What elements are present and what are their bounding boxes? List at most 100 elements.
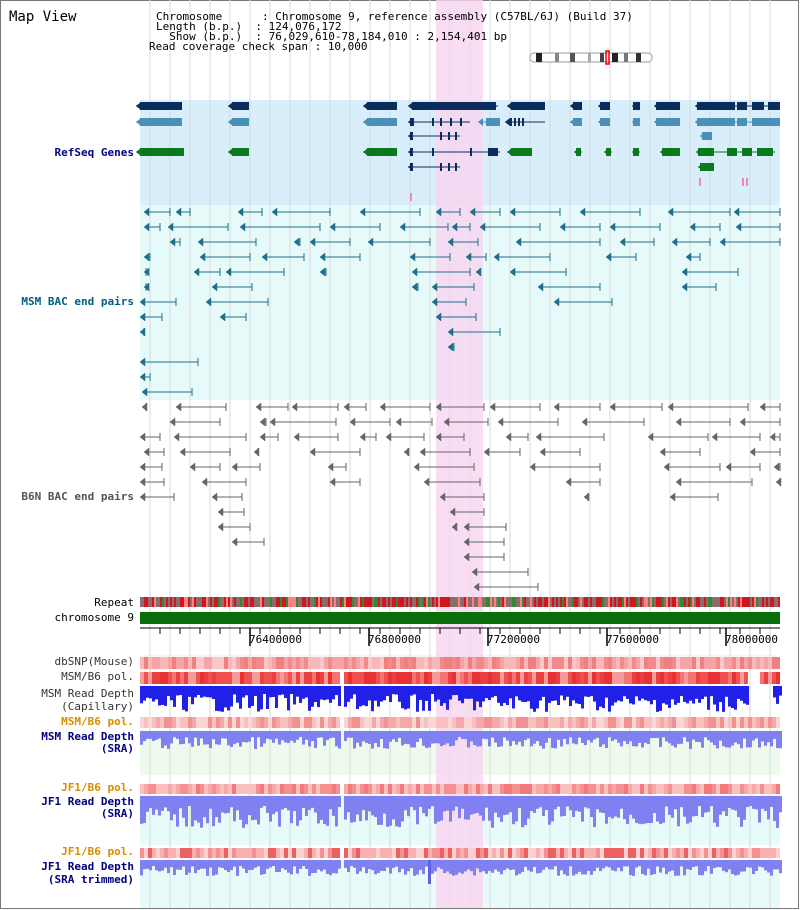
heat-cell [516, 717, 520, 728]
depth-bar [317, 686, 320, 708]
heat-cell [620, 784, 624, 794]
bac-end-left [271, 207, 278, 217]
track-label-refseq[interactable]: RefSeq Genes [54, 146, 134, 159]
bac-end-left [291, 402, 298, 412]
repeat-block [502, 597, 504, 607]
track-label-msm-read-depth[interactable]: MSM Read Depth [41, 687, 134, 700]
repeat-block [690, 597, 692, 607]
track-label-chromosome[interactable]: chromosome 9 [54, 611, 134, 624]
repeat-block [562, 597, 564, 607]
depth-bar [503, 860, 506, 871]
heat-cell [692, 784, 696, 794]
heat-cell [268, 717, 272, 728]
depth-bar [773, 731, 776, 739]
repeat-block [682, 597, 684, 607]
repeat-block [590, 597, 592, 607]
length-label: Length (b.p.) : [156, 20, 269, 33]
repeat-block [334, 597, 336, 607]
track-label-jf1-read-depth-trim[interactable]: JF1 Read Depth [41, 860, 134, 873]
depth-bar [626, 686, 629, 699]
depth-bar [476, 731, 479, 747]
repeat-block [660, 597, 662, 607]
track-label-msm-b6-pol-2[interactable]: MSM/B6 pol. [61, 715, 134, 728]
heat-cell [180, 717, 184, 728]
heat-cell [452, 784, 456, 794]
depth-bar [290, 731, 293, 741]
depth-bar [203, 796, 206, 818]
depth-bar [242, 686, 245, 698]
depth-bar [677, 860, 680, 876]
depth-bar [542, 796, 545, 816]
heat-cell [592, 672, 596, 684]
track-label-msm-read-depth-sra[interactable]: MSM Read Depth [41, 730, 134, 743]
depth-bar [611, 796, 614, 819]
bac-end-left [423, 477, 430, 487]
bac-end-left [411, 267, 418, 277]
depth-bar [734, 686, 737, 710]
depth-bar [587, 731, 590, 741]
repeat-block [264, 597, 266, 607]
heat-cell [592, 784, 596, 794]
repeat-block [376, 597, 378, 607]
heat-cell [228, 717, 232, 728]
depth-bar [557, 731, 560, 740]
heat-cell [700, 657, 704, 669]
track-label-msm-b6-pol[interactable]: MSM/B6 pol. [61, 670, 134, 683]
track-label-jf1-read-depth[interactable]: JF1 Read Depth [41, 795, 134, 808]
depth-bar [446, 796, 449, 811]
depth-bar [473, 686, 476, 711]
heat-cell [248, 784, 252, 794]
gene-exon [367, 118, 397, 126]
depth-bar [176, 860, 179, 870]
bac-end-left [199, 252, 206, 262]
chromosome-value: Chromosome 9, reference assembly (C57BL/… [275, 10, 633, 23]
heat-cell [644, 784, 648, 794]
track-label-jf1-b6-pol[interactable]: JF1/B6 pol. [61, 781, 134, 794]
repeat-block [450, 597, 452, 607]
track-label-jf1-b6-pol-2[interactable]: JF1/B6 pol. [61, 845, 134, 858]
heat-cell [456, 717, 460, 728]
depth-bar [281, 860, 284, 869]
depth-bar [347, 796, 350, 813]
depth-bar [287, 796, 290, 811]
repeat-block [708, 597, 710, 607]
heat-cell [180, 784, 184, 794]
depth-bar [584, 860, 587, 875]
depth-bar [353, 860, 356, 868]
bac-end-left [395, 417, 402, 427]
heat-cell [288, 657, 292, 669]
heat-cell [504, 672, 508, 684]
heat-cell [776, 672, 780, 684]
heat-cell [292, 717, 296, 728]
heat-cell [768, 717, 772, 728]
depth-bar [230, 860, 233, 871]
track-label-repeat[interactable]: Repeat [94, 596, 134, 609]
depth-bar [617, 686, 620, 701]
repeat-block [642, 597, 644, 607]
depth-bar [677, 796, 680, 827]
track-label-msm-bac[interactable]: MSM BAC end pairs [21, 295, 134, 308]
length-info: Length (b.p.) : 124,076,172 [156, 20, 341, 33]
heat-cell [268, 848, 272, 858]
repeat-block [514, 597, 516, 607]
heat-cell [568, 717, 572, 728]
depth-bar [722, 796, 725, 812]
heat-cell [568, 784, 572, 794]
depth-bar [596, 731, 599, 738]
depth-bar [425, 731, 428, 748]
track-label-dbsnp[interactable]: dbSNP(Mouse) [54, 655, 134, 668]
heat-cell [192, 717, 196, 728]
heat-cell [588, 784, 592, 794]
bac-end-left [463, 522, 470, 532]
ideogram-band [612, 53, 618, 62]
depth-bar [698, 731, 701, 743]
depth-bar [380, 731, 383, 739]
gene-exon [140, 148, 184, 156]
depth-bar [275, 796, 278, 812]
depth-bar [575, 731, 578, 745]
bac-end-left [205, 297, 212, 307]
heat-cell [588, 657, 592, 669]
track-label-b6n-bac[interactable]: B6N BAC end pairs [21, 490, 134, 503]
heat-cell [212, 848, 216, 858]
